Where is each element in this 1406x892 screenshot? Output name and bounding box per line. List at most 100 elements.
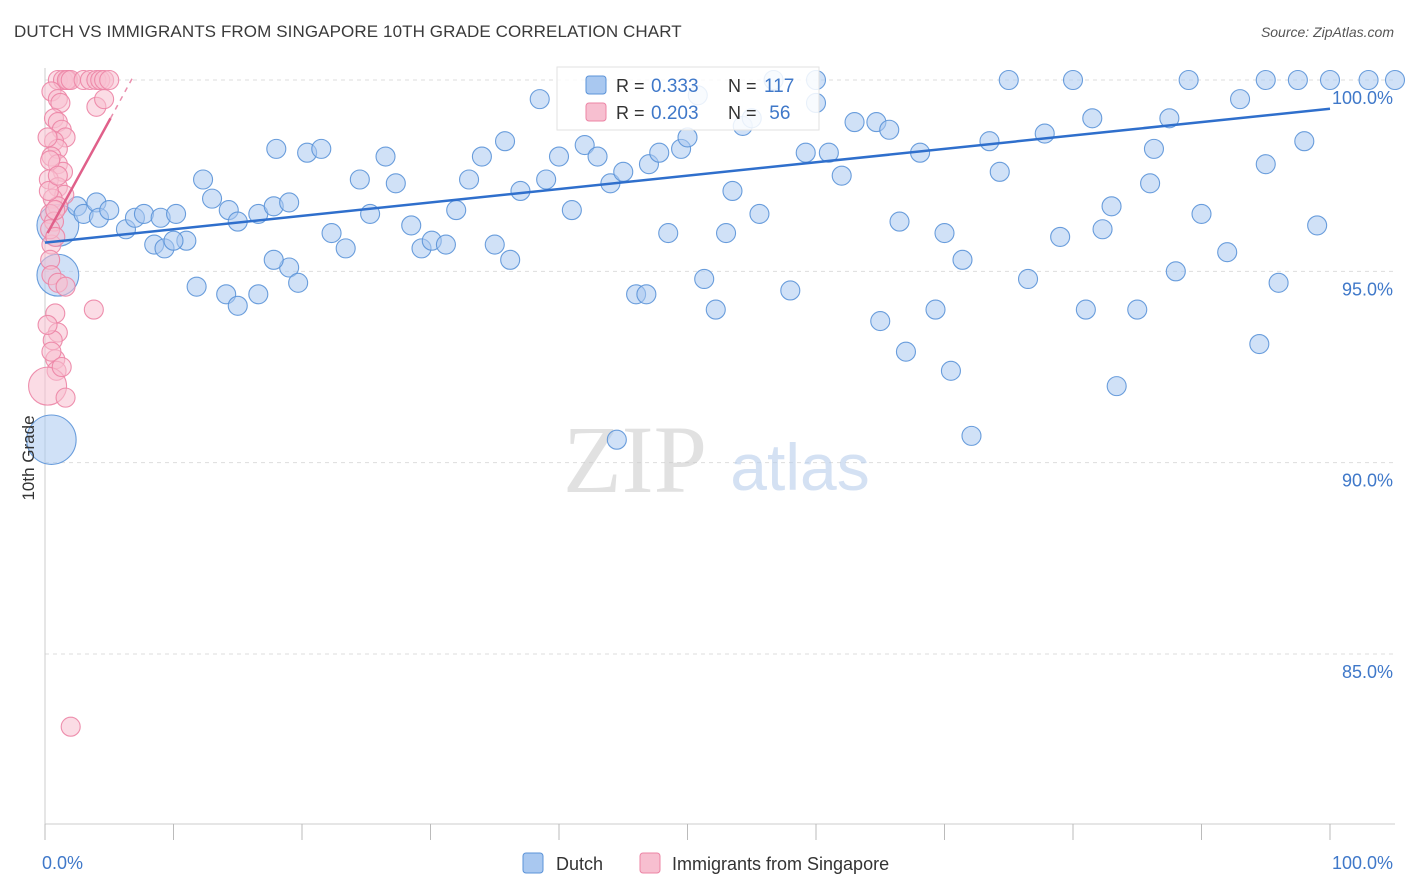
dutch-point: [510, 180, 531, 202]
singapore-point: [94, 89, 115, 110]
dutch-point: [677, 127, 698, 148]
watermark-zip: ZIP: [563, 406, 707, 513]
dutch-swatch: [585, 75, 607, 95]
dutch-point: [1249, 333, 1270, 355]
dutch-point: [934, 223, 955, 244]
dutch-point: [266, 138, 287, 159]
singapore-point: [37, 127, 58, 148]
singapore-n-value: 56: [764, 103, 790, 124]
dutch-point: [435, 234, 456, 255]
y-tick-label-0: 100.0%: [1332, 88, 1393, 108]
dutch-point: [536, 169, 557, 190]
dutch-point: [574, 135, 595, 156]
dutch-point: [529, 89, 550, 110]
dutch-n-label: N =: [728, 76, 757, 96]
dutch-point: [818, 142, 839, 163]
dutch-point: [780, 280, 801, 301]
dutch-point: [1165, 261, 1186, 282]
dutch-point: [288, 272, 309, 293]
dutch-point: [1217, 242, 1238, 263]
dutch-point: [649, 142, 670, 163]
dutch-point: [1255, 154, 1276, 175]
trend-lines: [44, 77, 1331, 244]
dutch-point: [500, 249, 521, 270]
dutch-point: [889, 211, 910, 232]
dutch-point: [263, 249, 284, 270]
x-tick-label-1: 100.0%: [1332, 853, 1393, 873]
dutch-point: [831, 165, 852, 186]
dutch-point: [1106, 376, 1127, 397]
dutch-n-value: 117: [764, 76, 794, 97]
legend-singapore-swatch[interactable]: [639, 852, 661, 874]
dutch-point: [1140, 173, 1161, 194]
dutch-point: [1255, 69, 1276, 91]
dutch-point: [202, 188, 223, 209]
dutch-point: [1017, 268, 1039, 290]
tick-labels: 100.0% 95.0% 90.0% 85.0% 0.0% 100.0%: [42, 88, 1393, 873]
dutch-point: [99, 200, 120, 221]
stats-legend: R = 0.333 N = 117 R = 0.203 N = 56: [556, 66, 820, 131]
singapore-point: [51, 356, 72, 378]
dutch-point: [1101, 196, 1122, 217]
legend-dutch-swatch[interactable]: [522, 852, 544, 874]
singapore-swatch: [585, 102, 607, 122]
dutch-point: [705, 299, 726, 320]
dutch-point: [1127, 299, 1148, 320]
dutch-point: [279, 192, 300, 213]
y-tick-label-3: 85.0%: [1342, 662, 1393, 682]
dutch-point: [606, 429, 627, 450]
singapore-point: [38, 180, 59, 202]
dutch-point: [193, 169, 214, 190]
dutch-point: [749, 203, 770, 224]
dutch-points: [26, 69, 1406, 465]
dutch-point: [375, 146, 396, 167]
singapore-trendline-extension: [109, 77, 134, 119]
y-tick-label-2: 90.0%: [1342, 471, 1393, 491]
x-tick-label-0: 0.0%: [42, 853, 83, 873]
dutch-point: [1307, 215, 1328, 236]
dutch-point: [1159, 108, 1180, 129]
dutch-point: [166, 203, 187, 224]
singapore-r-value: 0.203: [651, 103, 699, 124]
singapore-point: [55, 276, 76, 297]
dutch-point: [248, 284, 269, 305]
dutch-point: [870, 311, 891, 332]
legend-dutch-label[interactable]: Dutch: [556, 854, 603, 874]
dutch-point: [227, 295, 248, 316]
singapore-point: [60, 716, 81, 737]
dutch-point: [1178, 69, 1199, 91]
singapore-point: [55, 387, 76, 408]
dutch-point: [1268, 272, 1289, 293]
dutch-point: [335, 238, 356, 259]
dutch-point: [321, 223, 342, 244]
dutch-point: [989, 161, 1010, 182]
dutch-point: [895, 341, 917, 362]
dutch-point: [1062, 69, 1084, 91]
dutch-point: [1294, 131, 1315, 152]
dutch-point: [979, 131, 1000, 152]
dutch-point: [401, 215, 422, 236]
source-credit: Source: ZipAtlas.com: [1260, 24, 1394, 40]
dutch-point: [1384, 69, 1406, 91]
dutch-point: [1092, 219, 1113, 240]
dutch-point: [658, 223, 679, 244]
singapore-n-label: N =: [728, 103, 757, 123]
legend-singapore-label[interactable]: Immigrants from Singapore: [672, 854, 889, 874]
dutch-point: [1358, 69, 1379, 91]
dutch-point: [471, 146, 492, 167]
dutch-point: [385, 173, 406, 194]
dutch-point: [961, 425, 982, 446]
dutch-r-label: R =: [616, 76, 645, 96]
dutch-point: [795, 142, 816, 163]
dutch-point: [458, 169, 480, 190]
singapore-point: [99, 69, 120, 91]
dutch-point: [587, 146, 608, 167]
singapore-point: [47, 165, 68, 186]
dutch-point: [561, 200, 582, 221]
dutch-point: [1319, 69, 1341, 91]
gridlines: [45, 79, 1395, 655]
singapore-trendline: [46, 117, 112, 234]
axes: [44, 68, 1395, 840]
dutch-point: [1143, 138, 1165, 159]
